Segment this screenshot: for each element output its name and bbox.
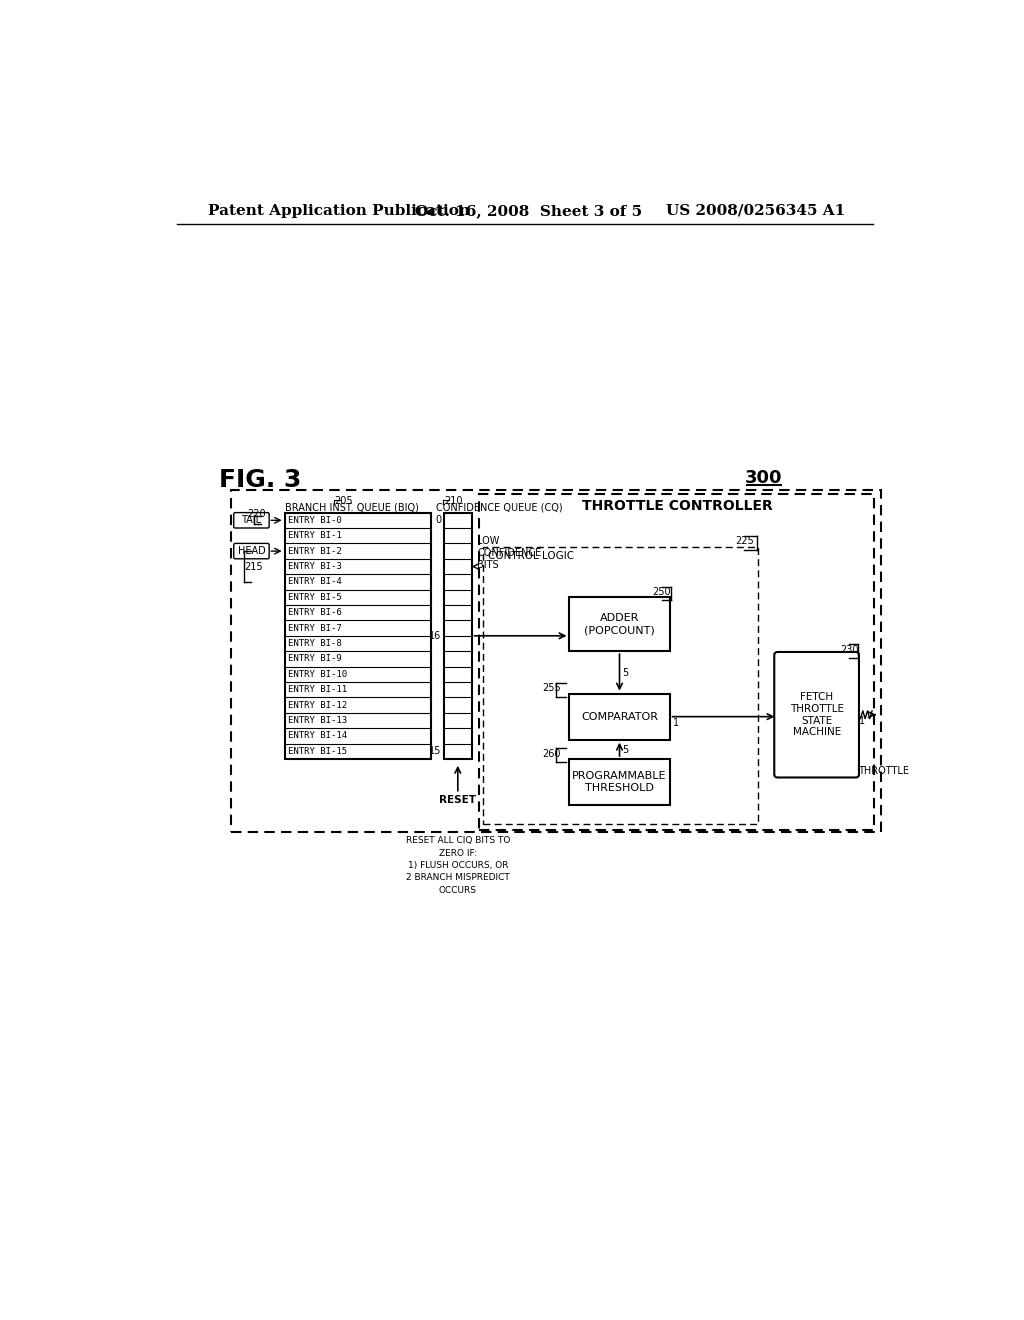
Text: US 2008/0256345 A1: US 2008/0256345 A1 [666, 203, 845, 218]
Text: ENTRY BI-13: ENTRY BI-13 [288, 715, 347, 725]
FancyBboxPatch shape [774, 652, 859, 777]
FancyBboxPatch shape [233, 512, 269, 528]
Text: 255: 255 [543, 684, 561, 693]
Text: 5: 5 [622, 744, 628, 755]
Text: ENTRY BI-8: ENTRY BI-8 [288, 639, 341, 648]
Text: LOW
CONFIDENCE
BITS: LOW CONFIDENCE BITS [477, 536, 542, 570]
Text: PROGRAMMABLE
THRESHOLD: PROGRAMMABLE THRESHOLD [572, 771, 667, 793]
Text: ENTRY BI-0: ENTRY BI-0 [288, 516, 341, 525]
Text: FETCH
THROTTLE
STATE
MACHINE: FETCH THROTTLE STATE MACHINE [790, 692, 844, 737]
Text: ENTRY BI-1: ENTRY BI-1 [288, 531, 341, 540]
Text: ENTRY BI-3: ENTRY BI-3 [288, 562, 341, 572]
Text: 16: 16 [429, 631, 441, 640]
Bar [569, 759, 670, 805]
Text: 0: 0 [435, 515, 441, 525]
Text: 205: 205 [335, 496, 353, 506]
Text: ENTRY BI-2: ENTRY BI-2 [288, 546, 341, 556]
Text: FIG. 3: FIG. 3 [219, 469, 301, 492]
Text: CONFIDENCE QUEUE (CQ): CONFIDENCE QUEUE (CQ) [436, 502, 563, 512]
Text: 215: 215 [245, 561, 263, 572]
Bar [285, 512, 431, 759]
Text: 1: 1 [673, 718, 679, 727]
Bar [569, 597, 670, 651]
Text: ENTRY BI-12: ENTRY BI-12 [288, 701, 347, 710]
Text: THROTTLE CONTROLLER: THROTTLE CONTROLLER [582, 499, 773, 513]
Text: Oct. 16, 2008  Sheet 3 of 5: Oct. 16, 2008 Sheet 3 of 5 [416, 203, 643, 218]
Text: 300: 300 [744, 469, 782, 487]
Text: THROTTLE: THROTTLE [858, 766, 909, 776]
Text: ENTRY BI-9: ENTRY BI-9 [288, 655, 341, 664]
FancyBboxPatch shape [230, 490, 882, 832]
Text: ENTRY BI-14: ENTRY BI-14 [288, 731, 347, 741]
Text: TAIL: TAIL [242, 515, 261, 525]
Text: 210: 210 [444, 496, 463, 506]
FancyBboxPatch shape [233, 544, 269, 558]
Text: RESET ALL CIQ BITS TO
ZERO IF:
1) FLUSH OCCURS, OR
2 BRANCH MISPREDICT
OCCURS: RESET ALL CIQ BITS TO ZERO IF: 1) FLUSH … [406, 836, 510, 895]
Text: ENTRY BI-5: ENTRY BI-5 [288, 593, 341, 602]
Text: ENTRY BI-15: ENTRY BI-15 [288, 747, 347, 756]
Text: HEAD: HEAD [238, 546, 265, 556]
Text: ENTRY BI-10: ENTRY BI-10 [288, 669, 347, 678]
Text: ENTRY BI-4: ENTRY BI-4 [288, 577, 341, 586]
Text: 250: 250 [652, 587, 672, 597]
Text: RESET: RESET [439, 795, 476, 805]
Text: 230: 230 [841, 644, 859, 655]
Bar [444, 512, 472, 759]
Text: Patent Application Publication: Patent Application Publication [208, 203, 470, 218]
Text: ENTRY BI-6: ENTRY BI-6 [288, 609, 341, 618]
Text: ENTRY BI-11: ENTRY BI-11 [288, 685, 347, 694]
Text: 5: 5 [622, 668, 628, 677]
Text: ADDER
(POPCOUNT): ADDER (POPCOUNT) [584, 614, 655, 635]
Text: 225: 225 [735, 536, 754, 546]
Text: 1: 1 [859, 715, 865, 726]
Text: COMPARATOR: COMPARATOR [581, 711, 658, 722]
Text: CONTROL LOGIC: CONTROL LOGIC [487, 552, 574, 561]
Text: 260: 260 [543, 748, 561, 759]
Text: ENTRY BI-7: ENTRY BI-7 [288, 623, 341, 632]
Text: 220: 220 [248, 510, 266, 519]
Text: 15: 15 [429, 746, 441, 756]
Text: BRANCH INST. QUEUE (BIQ): BRANCH INST. QUEUE (BIQ) [285, 502, 419, 512]
Bar [569, 693, 670, 739]
